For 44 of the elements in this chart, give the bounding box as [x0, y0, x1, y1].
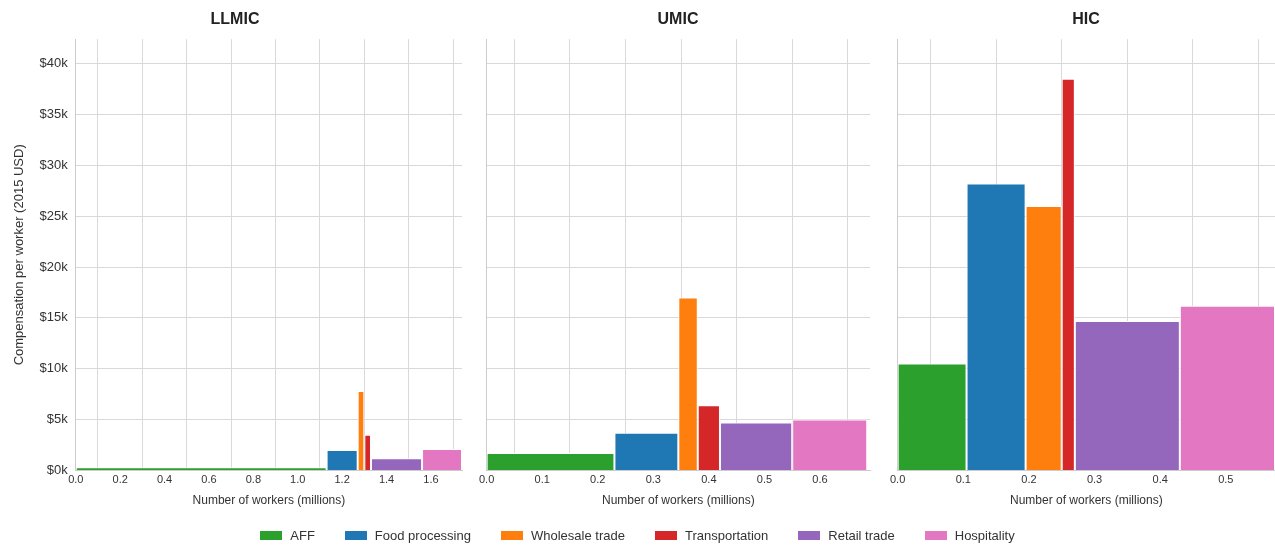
- x-tick-label: 0.3: [645, 473, 661, 486]
- y-tick-label: $5k: [46, 411, 69, 427]
- y-tick-label: $35k: [39, 106, 69, 122]
- x-tick-label: 0.6: [812, 473, 828, 486]
- legend-label: Retail trade: [828, 528, 895, 543]
- chart-title: HIC: [1072, 10, 1101, 28]
- x-axis-title: Number of workers (millions): [192, 493, 346, 508]
- y-tick-label: $20k: [39, 258, 69, 274]
- y-tick-label: $30k: [39, 156, 69, 172]
- x-tick-label: 0.3: [1086, 473, 1103, 486]
- legend-label: Transportation: [684, 528, 769, 543]
- x-axis-title: Number of workers (millions): [1009, 493, 1163, 508]
- y-tick-label: $15k: [39, 309, 69, 325]
- x-tick-label: 0.6: [201, 473, 217, 486]
- x-tick-label: 0.1: [534, 473, 550, 486]
- x-tick-label: 0.1: [955, 473, 971, 486]
- x-tick-label: 1.0: [290, 473, 306, 486]
- x-tick-label: 0.0: [890, 473, 906, 486]
- y-tick-label: $10k: [39, 360, 69, 376]
- legend-label: Wholesale trade: [530, 528, 625, 543]
- x-tick-label: 1.4: [378, 473, 395, 486]
- x-tick-label: 0.4: [1152, 473, 1168, 486]
- y-tick-label: $25k: [39, 207, 69, 223]
- x-tick-label: 0.0: [479, 473, 495, 486]
- x-tick-label: 0.8: [245, 473, 262, 486]
- x-tick-label: 0.5: [756, 473, 773, 486]
- y-tick-label: $0k: [46, 461, 69, 477]
- legend-label: AFF: [290, 528, 315, 543]
- x-tick-label: 1.6: [423, 473, 439, 486]
- x-tick-label: 0.2: [590, 473, 606, 486]
- x-tick-label: 0.5: [1218, 473, 1234, 486]
- x-tick-label: 1.2: [334, 473, 350, 486]
- chart-title: LLMIC: [210, 10, 260, 28]
- x-tick-label: 0.4: [701, 473, 717, 486]
- x-axis-title: Number of workers (millions): [601, 493, 755, 508]
- y-tick-label: $40k: [39, 55, 69, 71]
- chart-title: UMIC: [657, 10, 699, 28]
- x-tick-label: 0.2: [112, 473, 128, 486]
- y-axis-title: Compensation per worker (2015 USD): [11, 144, 27, 366]
- x-tick-label: 0.0: [68, 473, 84, 486]
- x-tick-label: 0.4: [156, 473, 173, 486]
- x-tick-label: 0.2: [1021, 473, 1037, 486]
- legend-label: Hospitality: [954, 528, 1015, 543]
- legend-label: Food processing: [374, 528, 471, 543]
